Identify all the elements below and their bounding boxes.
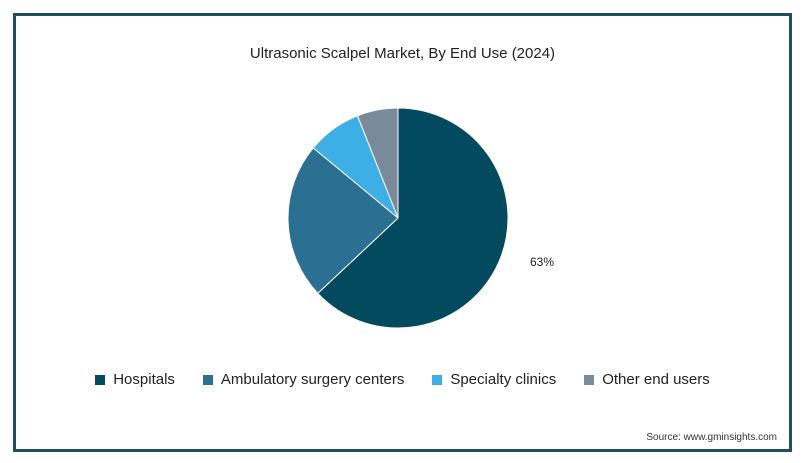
chart-frame: Ultrasonic Scalpel Market, By End Use (2… [13,13,792,452]
chart-title: Ultrasonic Scalpel Market, By End Use (2… [249,45,556,62]
legend-item-specialty: Specialty clinics [432,371,556,388]
data-label-hospitals: 63% [530,255,554,269]
legend-swatch-specialty [432,374,443,385]
legend-label-hospitals: Hospitals [113,371,175,388]
source-note: Source: www.gminsights.com [646,432,777,443]
legend-item-hospitals: Hospitals [95,371,175,388]
legend-label-ambulatory: Ambulatory surgery centers [220,371,405,388]
pie-slice-hospitals [317,107,509,329]
legend-label-other: Other end users [602,371,710,388]
legend: Hospitals Ambulatory surgery centers Spe… [16,371,789,388]
pie-slice-ambulatory-surgery-centers [287,147,399,295]
legend-item-other: Other end users [584,371,710,388]
legend-swatch-other [584,374,595,385]
legend-swatch-hospitals [95,374,106,385]
legend-label-specialty: Specialty clinics [450,371,557,388]
pie-chart: 63% [287,107,554,329]
legend-swatch-ambulatory [202,374,213,385]
pie-slice-other-end-users [356,107,399,219]
legend-item-ambulatory: Ambulatory surgery centers [202,371,405,388]
pie-slices [287,107,509,329]
